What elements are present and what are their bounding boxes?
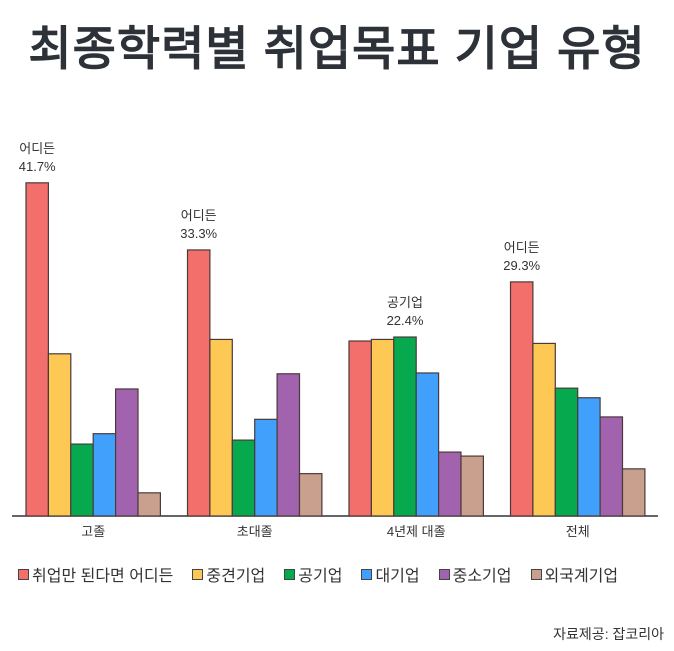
- legend-label: 중소기업: [452, 568, 512, 585]
- legend: 취업만 된다면 어디든 중견기업 공기업 대기업 중소기업 외국계기업: [18, 562, 637, 586]
- legend-item: 대기업: [361, 562, 420, 586]
- bar: [254, 418, 278, 517]
- data-label-name: 어디든: [504, 240, 540, 255]
- data-label-name: 공기업: [387, 295, 423, 310]
- legend-label: 공기업: [298, 568, 343, 585]
- data-label-name: 어디든: [181, 208, 217, 223]
- data-label-name: 어디든: [19, 141, 55, 156]
- data-label-value: 29.3%: [503, 258, 540, 273]
- bar: [276, 373, 301, 517]
- chart-title: 최종학력별 취업목표 기업 유형: [28, 22, 646, 75]
- bar: [599, 416, 624, 517]
- bar: [509, 281, 534, 517]
- x-tick-label: 초대졸: [237, 524, 273, 539]
- bar: [348, 340, 372, 517]
- legend-item: 공기업: [284, 562, 342, 586]
- legend-swatch: [530, 568, 542, 580]
- legend-item: 외국계기업: [530, 562, 619, 586]
- bar: [114, 388, 139, 517]
- data-label-value: 33.3%: [180, 226, 217, 241]
- legend-item: 취업만 된다면 어디든: [18, 562, 173, 586]
- bar: [554, 387, 579, 517]
- data-label-value: 41.7%: [19, 159, 56, 174]
- legend-swatch: [192, 568, 204, 580]
- bar: [70, 443, 94, 517]
- x-tick-label: 고졸: [81, 524, 105, 539]
- bar: [438, 451, 462, 517]
- legend-label: 중견기업: [206, 568, 266, 585]
- bar: [92, 433, 117, 517]
- bar: [532, 342, 556, 517]
- bar: [231, 439, 256, 517]
- bar: [186, 249, 211, 517]
- legend-swatch: [438, 568, 450, 580]
- bar: [621, 468, 646, 517]
- legend-item: 중소기업: [438, 562, 512, 586]
- bar-chart: 고졸 초대졸 4년제 대졸 전체 어디든 41.7% 어디든 33.3% 공기업 22.4% 어디든…: [12, 141, 658, 539]
- source-note: 자료제공: 잡코리아: [553, 626, 664, 642]
- bar: [47, 353, 72, 517]
- x-tick-label: 전체: [566, 524, 590, 539]
- legend-swatch: [361, 568, 373, 580]
- bar: [370, 338, 395, 517]
- legend-item: 중견기업: [192, 562, 265, 586]
- data-label-value: 22.4%: [387, 313, 424, 328]
- bar: [415, 372, 440, 517]
- bar: [25, 182, 49, 517]
- legend-label: 대기업: [375, 568, 420, 585]
- bar: [209, 338, 233, 517]
- legend-label: 취업만 된다면 어디든: [32, 568, 174, 585]
- bar: [577, 397, 601, 517]
- bar: [460, 455, 484, 517]
- legend-swatch: [284, 568, 296, 580]
- legend-label: 외국계기업: [544, 568, 619, 585]
- bar: [298, 473, 323, 517]
- x-tick-label: 4년제 대졸: [387, 524, 446, 539]
- legend-swatch: [18, 568, 29, 580]
- bar: [137, 492, 161, 517]
- bar: [393, 336, 417, 517]
